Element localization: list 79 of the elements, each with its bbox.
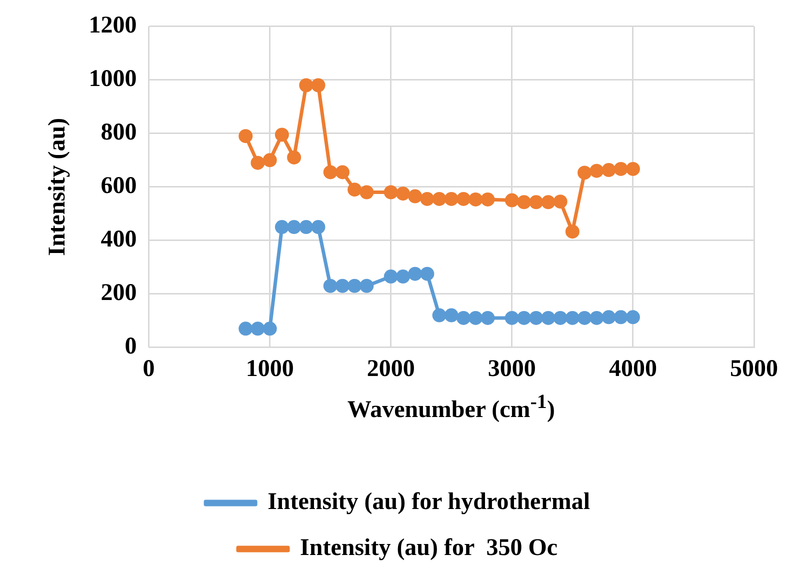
x-tick-label: 3000	[488, 356, 536, 382]
x-tick-label: 0	[142, 356, 155, 382]
point	[456, 310, 471, 325]
point	[311, 220, 326, 234]
point	[360, 278, 374, 293]
point	[250, 156, 265, 170]
point	[614, 310, 628, 324]
point	[432, 308, 446, 322]
point	[529, 310, 544, 325]
point	[420, 266, 434, 281]
point	[590, 164, 604, 178]
y-tick-label: 1000	[88, 66, 137, 92]
y-tick-label: 0	[124, 334, 137, 360]
point	[348, 278, 362, 293]
point	[262, 322, 277, 336]
point	[335, 278, 350, 293]
point	[468, 310, 483, 325]
legend-label: Intensity (au) for 350 Oc	[300, 535, 558, 562]
point	[323, 278, 338, 293]
point	[287, 150, 302, 164]
point	[299, 220, 314, 234]
point	[529, 195, 544, 210]
point	[504, 193, 519, 208]
point	[565, 310, 580, 325]
y-tick-label: 400	[100, 226, 137, 253]
point	[420, 192, 434, 206]
point	[384, 270, 398, 284]
x-tick-label: 2000	[366, 356, 415, 382]
point	[456, 192, 471, 206]
point	[299, 78, 314, 92]
point	[602, 310, 616, 324]
point	[444, 192, 458, 206]
point	[602, 163, 616, 178]
point	[626, 162, 640, 176]
point	[250, 322, 265, 336]
y-axis-title: Intensity (au)	[44, 118, 71, 256]
x-axis-title: Wavenumber (cm$^{-1}$)	[347, 391, 555, 424]
point	[444, 308, 458, 322]
y-tick-label: 600	[100, 173, 137, 200]
point	[360, 185, 374, 200]
point	[323, 165, 338, 180]
point	[238, 322, 253, 336]
point	[287, 220, 302, 234]
point	[396, 270, 410, 284]
x-tick-label: 4000	[608, 356, 657, 382]
point	[432, 192, 446, 206]
point	[480, 310, 495, 325]
point	[262, 153, 277, 168]
point	[590, 310, 604, 325]
x-tick-label: 1000	[246, 356, 294, 382]
y-tick-label: 200	[100, 280, 137, 306]
y-tick-label: 1200	[88, 12, 137, 39]
point	[468, 192, 483, 206]
point	[408, 189, 422, 204]
x-tick-label: 5000	[730, 356, 778, 382]
point	[311, 78, 326, 92]
point	[517, 310, 532, 325]
point	[480, 192, 495, 206]
point	[348, 182, 362, 197]
point	[565, 224, 580, 239]
point	[504, 310, 519, 325]
point	[614, 162, 628, 176]
y-tick-label: 800	[100, 120, 137, 146]
point	[408, 266, 422, 281]
point	[396, 186, 410, 201]
point	[626, 310, 640, 324]
point	[541, 195, 556, 210]
point	[238, 129, 253, 144]
point	[553, 310, 568, 325]
point	[541, 310, 556, 325]
point	[553, 194, 568, 209]
point	[578, 166, 592, 180]
point	[384, 185, 398, 200]
point	[517, 195, 532, 210]
point	[578, 310, 592, 325]
point	[274, 220, 289, 234]
point	[274, 128, 289, 142]
point	[335, 165, 350, 180]
legend-label: Intensity (au) for hydrothermal	[268, 489, 590, 516]
